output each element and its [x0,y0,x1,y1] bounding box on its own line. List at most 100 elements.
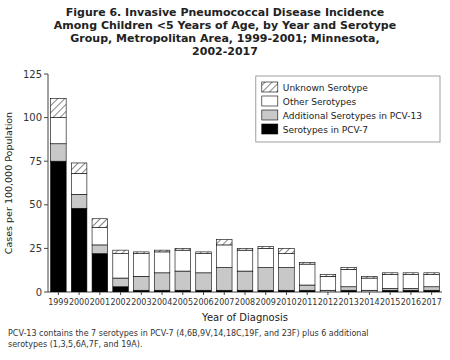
y-tick-label: 75 [29,156,42,167]
x-tick [182,292,183,295]
bar-segment [113,287,129,292]
bar-segment [196,254,212,273]
bar-segment [279,248,295,253]
bar-segment [362,276,378,278]
bar-segment [113,250,129,253]
bar-segment [154,252,170,273]
bar-segment [341,269,357,286]
bar-segment [92,254,108,292]
bar-segment [403,273,419,275]
bar-segment [382,275,398,289]
bar-segment [196,252,212,254]
bar-segment [424,275,440,287]
bar-segment [299,264,315,285]
legend-label: Other Serotypes [283,97,357,107]
x-tick-label: 2002 [110,298,130,307]
x-tick-label: 2017 [421,298,441,307]
bar-segment [196,273,212,290]
bar-segment [51,161,67,292]
x-tick-label: 2006 [193,298,213,307]
y-axis-label: Cases per 100,000 Population [3,112,14,254]
y-tick [44,248,48,249]
x-tick [245,292,246,295]
x-tick-label: 2001 [90,298,110,307]
x-tick [369,292,370,295]
x-tick-label: 2004 [152,298,172,307]
x-tick [431,292,432,295]
x-tick [99,292,100,295]
legend-swatch [262,124,278,134]
bar-segment [424,273,440,275]
bar-segment [424,287,440,290]
axes: 0255075100125199920002001200220032004200… [23,69,442,308]
legend: Unknown SerotypeOther SerotypesAdditiona… [256,76,440,142]
bar-segment [258,247,274,249]
bar-segment [113,254,129,278]
x-tick [162,292,163,295]
bar-segment [258,268,274,291]
bar-segment [92,219,108,228]
y-axis [48,74,49,292]
legend-label: Serotypes in PCV-7 [283,125,368,135]
y-tick [44,161,48,162]
bar-segment [279,254,295,268]
x-tick-label: 2009 [256,298,276,307]
x-tick [203,292,204,295]
x-tick-label: 2008 [235,298,255,307]
bar-segment [134,276,150,290]
bar-segment [51,118,67,144]
bar-segment [299,285,315,290]
x-tick [141,292,142,295]
x-tick [307,292,308,295]
bar-segment [362,278,378,290]
bar-segment [175,271,191,290]
x-axis-label: Year of Diagnosis [201,312,288,323]
bar-segment [71,163,87,173]
x-tick [265,292,266,295]
bar-segment [216,245,232,268]
bar-segment [113,278,129,287]
bar-segment [403,275,419,289]
bar-segment [216,240,232,245]
legend-swatch [262,110,278,120]
x-tick-label: 2005 [173,298,193,307]
bar-segment [92,227,108,244]
x-tick [120,292,121,295]
bar-segment [320,275,336,277]
bar-segment [299,262,315,264]
bar-segment [341,287,357,290]
bar-segment [341,268,357,270]
bar-segment [237,250,253,271]
x-tick [390,292,391,295]
x-tick [224,292,225,295]
bar-segment [216,268,232,291]
bar-segment [258,248,274,267]
legend-box [256,76,440,142]
bar-segment [71,194,87,208]
legend-label: Unknown Serotype [283,83,368,93]
bar-segment [154,273,170,290]
x-tick [327,292,328,295]
footnote: PCV-13 contains the 7 serotypes in PCV-7… [8,329,369,349]
x-tick-label: 2013 [339,298,359,307]
x-tick-label: 2000 [69,298,89,307]
y-tick-label: 50 [29,199,42,210]
x-tick-label: 2012 [318,298,338,307]
x-tick-label: 2010 [276,298,296,307]
x-tick [410,292,411,295]
x-tick-label: 2015 [380,298,400,307]
bar-segment [71,173,87,194]
bar-segment [237,271,253,290]
x-tick [286,292,287,295]
title: Figure 6. Invasive Pneumococcal Disease … [54,6,396,58]
bar-segment [92,245,108,254]
bar-segment [175,248,191,250]
x-tick-label: 2016 [401,298,421,307]
bar-segment [320,276,336,290]
y-tick-label: 125 [23,69,42,80]
y-tick [44,292,48,293]
x-tick-label: 2011 [297,298,317,307]
x-tick-label: 2007 [214,298,234,307]
legend-swatch [262,96,278,106]
y-tick-label: 25 [29,243,42,254]
